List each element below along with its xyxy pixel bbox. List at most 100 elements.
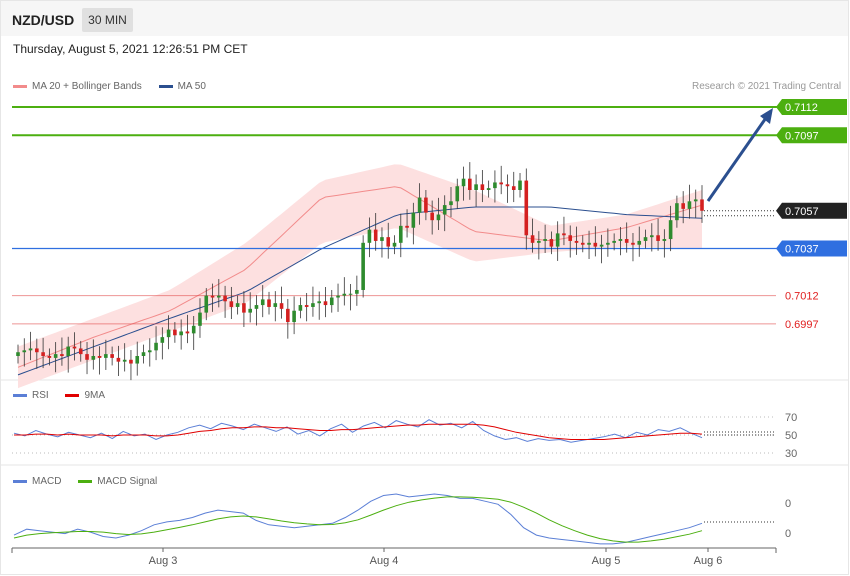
rsi-legend: RSI 9MA (13, 390, 119, 401)
price-candle (122, 343, 127, 372)
candle-body (60, 354, 64, 356)
price-candle (568, 225, 573, 258)
current-price-tag (776, 202, 847, 219)
price-candle (380, 227, 384, 258)
candle-body (380, 237, 384, 241)
level-label-0.6997: 0.6997 (785, 319, 819, 331)
rsi-tick-label: 50 (785, 430, 797, 442)
candle-body (518, 180, 522, 190)
price-candle (342, 277, 347, 306)
price-candle (637, 226, 642, 257)
price-candle (273, 291, 278, 322)
candle-body (41, 352, 45, 356)
price-candle (373, 213, 378, 251)
candle-body (286, 308, 290, 323)
level-tag-0.7097 (776, 127, 847, 144)
rsi-ma-swatch (65, 393, 80, 397)
candle-body (66, 346, 71, 356)
price-candle (110, 346, 114, 366)
macd-tick-label: 0 (785, 498, 791, 510)
candle-body (129, 359, 133, 364)
candle-body (22, 350, 27, 353)
candle-body (223, 295, 227, 302)
price-candle (612, 233, 616, 251)
candle-body (355, 289, 359, 294)
candle-body (568, 235, 573, 241)
candle-body (135, 356, 140, 364)
price-candle (505, 174, 510, 203)
candle-body (524, 180, 529, 236)
price-candle (461, 166, 466, 201)
copyright-text: Research © 2021 Trading Central (692, 81, 842, 92)
candle-body (430, 212, 434, 221)
candle-body (348, 293, 353, 295)
price-candle (16, 344, 20, 364)
candle-body (154, 342, 158, 351)
macd-legend-label: MACD (32, 476, 62, 487)
price-candle (91, 339, 96, 370)
level-tag-0.7037 (776, 240, 847, 257)
price-candle (97, 346, 102, 375)
candle-body (700, 199, 704, 211)
candle-body (687, 201, 692, 209)
price-candle (191, 316, 196, 350)
price-candle (160, 327, 165, 360)
price-candle (41, 337, 45, 369)
level-label-0.7037: 0.7037 (785, 243, 819, 255)
macd-signal-legend-label: MACD Signal (97, 476, 158, 487)
price-candle (405, 209, 409, 238)
price-candle (687, 184, 692, 219)
price-candle (530, 218, 535, 253)
candle-body (599, 244, 604, 247)
candle-body (28, 348, 33, 351)
candle-body (173, 329, 177, 336)
candle-body (668, 220, 673, 240)
price-candle (210, 283, 215, 312)
price-candle (85, 342, 89, 375)
candle-body (85, 354, 89, 360)
candle-body (474, 184, 478, 190)
candle-body (417, 197, 422, 213)
candle-body (141, 352, 146, 356)
candle-body (35, 348, 39, 353)
price-candle (229, 286, 234, 320)
candle-body (637, 240, 642, 245)
candle-body (342, 293, 347, 296)
candle-body (392, 242, 397, 247)
candle-body (361, 242, 365, 290)
candle-body (204, 295, 209, 313)
candle-body (317, 301, 322, 304)
candle-body (104, 354, 108, 358)
price-candle (72, 332, 77, 361)
price-candle (392, 235, 397, 255)
price-candle (329, 289, 334, 313)
rsi-legend-label: RSI (32, 390, 49, 401)
timeframe-button[interactable]: 30 MIN (82, 8, 133, 32)
candle-body (78, 348, 83, 355)
rsi-tick-label: 30 (785, 448, 797, 460)
candle-body (198, 312, 202, 326)
price-candle (198, 298, 202, 338)
level-label-0.7112: 0.7112 (785, 102, 818, 114)
price-candle (417, 183, 422, 225)
candle-body (116, 357, 121, 362)
price-candle (141, 344, 146, 364)
candle-body (160, 337, 165, 343)
candle-body (248, 308, 252, 313)
candle-body (373, 229, 378, 241)
candle-body (210, 295, 215, 298)
candle-body (323, 301, 328, 306)
level-tag-0.7112 (776, 99, 847, 115)
candle-body (580, 242, 585, 245)
candle-body (662, 239, 667, 241)
candle-body (166, 329, 171, 338)
price-candle (260, 285, 265, 318)
rsi-tick-label: 70 (785, 412, 797, 424)
candle-body (386, 237, 391, 247)
ma50-legend-label: MA 50 (177, 81, 206, 92)
price-candle (549, 231, 554, 255)
candle-body (612, 240, 616, 243)
candle-body (53, 354, 58, 358)
candle-body (505, 184, 510, 187)
